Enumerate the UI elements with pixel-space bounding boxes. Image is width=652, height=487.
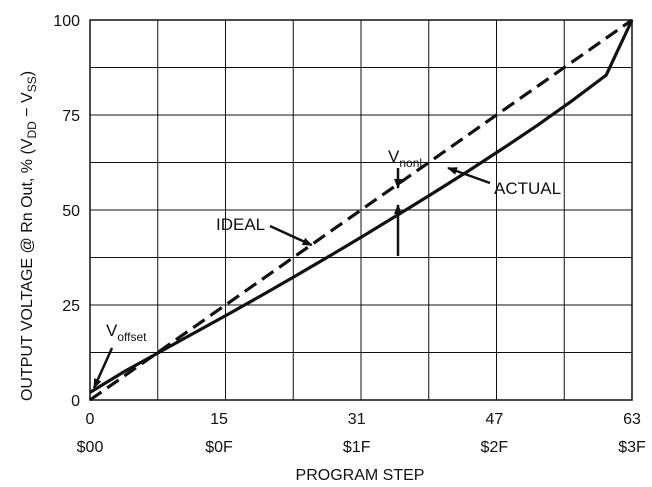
arrow-ideal [270,226,312,245]
annotation-ideal: IDEAL [216,215,265,234]
y-axis-title-sub1: DD [25,121,39,139]
y-axis-title-mid: − V [19,92,36,121]
annotation-vnonl-sub: nonl [399,156,422,170]
annotation-voffset-sub: offset [117,330,147,344]
y-axis-title: OUTPUT VOLTAGE @ Rn Out, % (VDD − VSS) [19,71,39,401]
x-tick-label: 15 [210,411,228,428]
y-axis-title-main: OUTPUT VOLTAGE @ Rn Out, % (V [19,138,36,401]
annotation-actual: ACTUAL [494,179,561,198]
x-tick-label: 63 [623,411,641,428]
x-tick-label: 0 [86,411,95,428]
y-tick-label: 50 [62,203,80,220]
annotation-vnonl-main: V [388,147,400,166]
y-tick-label: 25 [62,298,80,315]
x-tick-label: 31 [348,411,366,428]
annotation-voffset: Voffset [106,321,147,344]
x-tick-hex-label: $00 [77,439,104,456]
x-tick-hex-label: $0F [205,439,233,456]
x-axis-ticks: 0 $00 15 $0F 31 $1F 47 $2F 63 $3F [77,411,646,456]
annotation-voffset-main: V [106,321,118,340]
x-tick-hex-label: $2F [481,439,509,456]
y-tick-label: 75 [62,108,80,125]
y-axis-title-end: ) [19,71,36,76]
annotation-vnonl: Vnonl [388,147,422,170]
y-tick-label: 0 [71,393,80,410]
x-tick-hex-label: $1F [343,439,371,456]
grid [90,20,632,400]
x-tick-label: 47 [485,411,503,428]
y-tick-label: 100 [53,13,80,30]
x-tick-hex-label: $3F [618,439,646,456]
y-axis-ticks: 0 25 50 75 100 [53,13,80,410]
x-axis-title: PROGRAM STEP [296,467,425,484]
y-axis-title-sub2: SS [25,76,39,92]
